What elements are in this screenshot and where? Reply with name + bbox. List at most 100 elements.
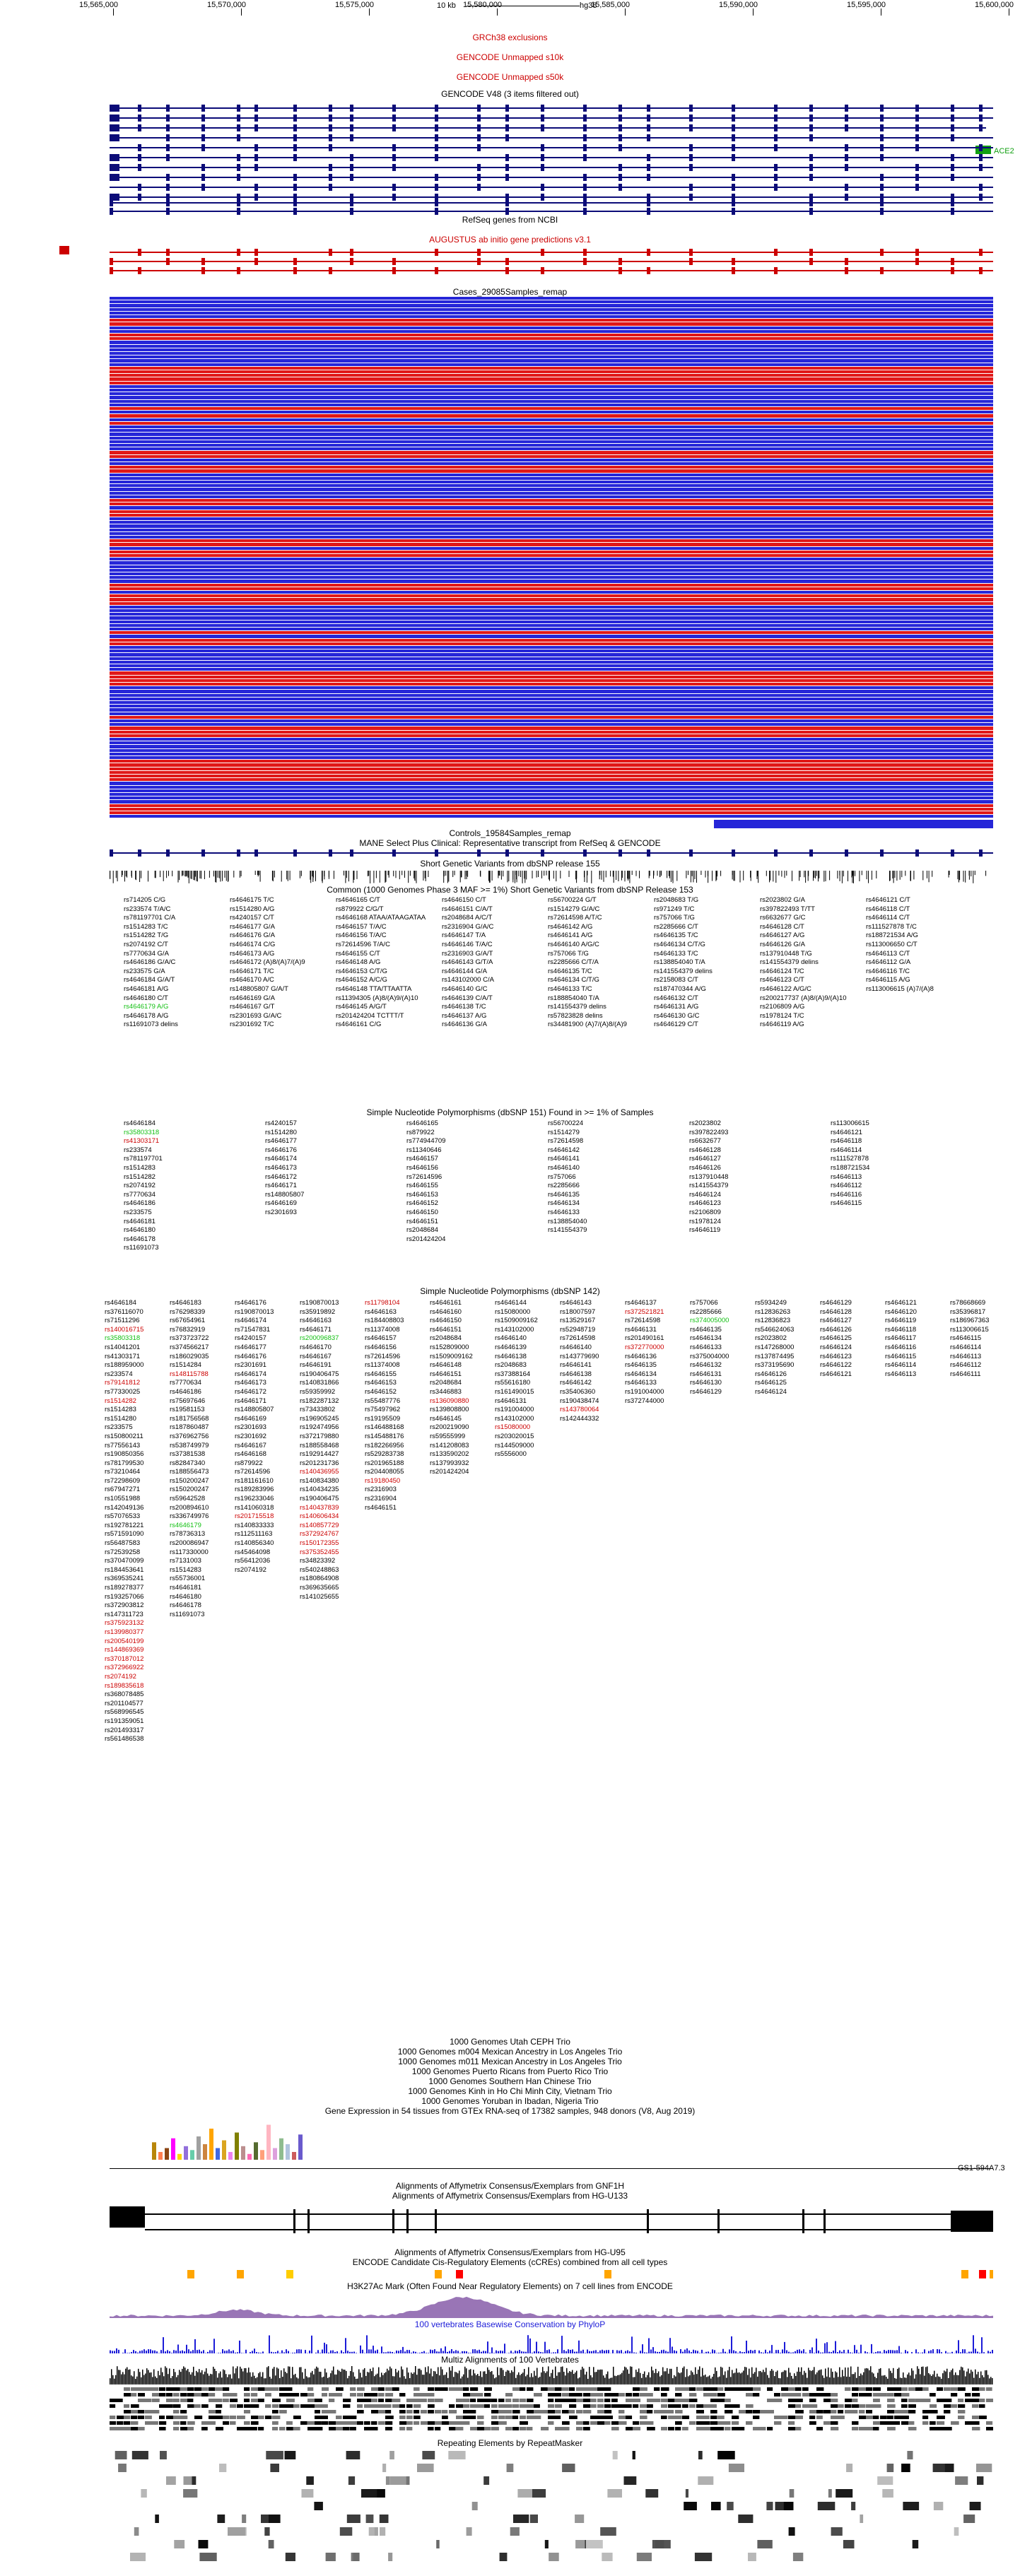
common-variant[interactable]: rs4646136 G/A [442,1021,487,1029]
snp142-variant[interactable]: rs4646160 [430,1307,462,1316]
snp142-variant[interactable]: rs189835618 [105,1681,144,1690]
snp151-variant[interactable]: rs4646114 [831,1146,862,1154]
snp142-variant[interactable]: rs141060318 [235,1503,274,1512]
snp142-variant[interactable]: rs77330025 [105,1387,141,1396]
common-variant[interactable]: rs2316903 G/A/T [442,949,493,958]
snp142-variant[interactable]: rs35406360 [560,1387,596,1396]
repeat-element[interactable] [365,2515,374,2523]
snp142-variant[interactable]: rs2301691 [235,1361,266,1370]
common-variant[interactable]: rs4646129 C/T [654,1021,698,1029]
snp142-variant[interactable]: rs11798104 [365,1299,400,1307]
repeat-element[interactable] [766,2502,773,2510]
repeat-element[interactable] [655,2540,664,2548]
snp142-variant[interactable]: rs14041201 [105,1343,141,1351]
common-variant[interactable]: rs4646155 C/T [336,949,380,958]
repeat-element[interactable] [268,2540,274,2548]
snp142-variant[interactable]: rs372770000 [625,1343,664,1351]
snp142-variant[interactable]: rs72614598 [625,1317,661,1325]
repeat-element[interactable] [612,2451,618,2459]
common-variant[interactable]: rs6632677 G/C [760,914,806,922]
snp142-variant[interactable]: rs4646161 [430,1299,462,1307]
snp142-variant[interactable]: rs4646145 [430,1414,462,1423]
snp142-variant[interactable]: rs5934249 [755,1299,787,1307]
common-variant[interactable]: rs141554379 delins [760,958,819,967]
snp142-variant[interactable]: rs1509009162 [430,1352,473,1360]
snp142-variant[interactable]: rs568996545 [105,1708,144,1717]
snp151-variant[interactable]: rs4646126 [689,1163,721,1172]
repeat-element[interactable] [380,2527,386,2536]
common-variant[interactable]: rs4646135 T/C [548,967,592,975]
snp151-variant[interactable]: rs2301693 [265,1208,297,1216]
common-variant[interactable]: rs2158083 C/T [654,976,698,984]
snp142-variant[interactable]: rs139808800 [430,1406,469,1414]
repeat-element[interactable] [955,2476,968,2485]
snp142-variant[interactable]: rs150200247 [170,1486,209,1494]
snp142-variant[interactable]: rs196905245 [300,1414,339,1423]
repeat-element[interactable] [405,2476,410,2485]
phylop-conservation[interactable] [110,2331,993,2353]
snp142-variant[interactable]: rs37381538 [170,1450,206,1459]
snp142-variant[interactable]: rs4646132 [690,1361,722,1370]
snp151-variant[interactable]: rs4646180 [124,1226,156,1235]
snp151-variant[interactable]: rs4646113 [831,1172,862,1181]
snp142-variant[interactable]: rs336749976 [170,1512,209,1521]
repeat-element[interactable] [483,2476,490,2485]
gtex-tissue-bar[interactable] [235,2132,239,2160]
gtex-expression-bars[interactable] [110,2117,993,2160]
common-variant[interactable]: rs141554379 delins [548,1003,606,1011]
snp142-variant[interactable]: rs150172355 [300,1539,339,1548]
snp142-variant[interactable]: rs4646125 [820,1334,852,1343]
common-variant[interactable]: rs4646135 T/C [654,931,698,940]
snp142-variant[interactable]: rs117330000 [170,1548,209,1556]
repeat-element[interactable] [727,2502,734,2510]
common-variant[interactable]: rs188854040 T/A [548,994,599,1002]
snp142-variant[interactable]: rs11374008 [365,1325,400,1334]
repeat-element[interactable] [346,2515,360,2523]
snp151-variant[interactable]: rs2023802 [689,1119,721,1127]
repeat-element[interactable] [602,2553,613,2561]
snp142-variant[interactable]: rs4646178 [170,1601,201,1610]
snp151-variant[interactable]: rs757066 [548,1172,576,1181]
snp151-variant[interactable]: rs4646152 [406,1199,438,1208]
repeat-element[interactable] [748,2553,756,2561]
snp142-variant[interactable]: rs2048684 [430,1379,462,1387]
repeat-element[interactable] [228,2527,245,2536]
snp151-variant[interactable]: rs4646156 [406,1163,438,1172]
snp142-variant[interactable]: rs1514283 [170,1565,201,1574]
gtex-tissue-bar[interactable] [209,2129,213,2160]
common-variant[interactable]: rs201424204 TCTTT/T [336,1011,404,1020]
snp142-variant[interactable]: rs71547831 [235,1325,271,1334]
common-variant[interactable]: rs4646150 C/T [442,896,486,904]
snp151-variant[interactable]: rs1514282 [124,1172,156,1181]
snp142-variant[interactable]: rs4646168 [235,1450,266,1459]
snp142-variant[interactable]: rs4646111 [950,1370,981,1378]
snp142-variant[interactable]: rs4646173 [235,1379,266,1387]
snp142-variant[interactable]: rs4646118 [885,1325,917,1334]
snp142-variant[interactable]: rs4646167 [300,1352,332,1360]
snp142-variant[interactable]: rs1514280 [105,1414,136,1423]
snp142-variant[interactable]: rs78668669 [950,1299,986,1307]
snp142-variant[interactable]: rs140856340 [235,1539,274,1548]
repeat-element[interactable] [131,2451,148,2459]
common-variant[interactable]: rs4646146 T/A/C [442,940,493,948]
common-variant[interactable]: rs2023802 G/A [760,896,805,904]
common-variant[interactable]: rs187470344 A/G [654,984,706,993]
snp142-variant[interactable]: rs19195509 [365,1414,401,1423]
gtex-tissue-bar[interactable] [273,2148,277,2160]
common-variant[interactable]: rs4646134 C/T/G [548,976,599,984]
snp151-variant[interactable]: rs233574 [124,1146,152,1154]
common-variant[interactable]: rs4646167 G/T [230,1003,275,1011]
snp142-variant[interactable]: rs4646129 [820,1299,852,1307]
snp142-variant[interactable]: rs190406475 [300,1370,339,1378]
repeat-element[interactable] [843,2540,855,2548]
dbsnp155-density[interactable] [110,871,993,883]
snp142-variant[interactable]: rs4646117 [885,1334,917,1343]
repeat-element[interactable] [907,2451,913,2459]
common-variant[interactable]: rs138854040 T/A [654,958,705,967]
common-variant[interactable]: rs4646161 C/G [336,1021,382,1029]
snp142-variant[interactable]: rs112511163 [235,1530,273,1539]
common-variant[interactable]: rs4646139 C/A/T [442,994,493,1002]
snp142-variant[interactable]: rs5556000 [495,1450,527,1459]
snp142-variant[interactable]: rs4646176 [235,1299,266,1307]
snp142-variant[interactable]: rs4646144 [495,1299,527,1307]
